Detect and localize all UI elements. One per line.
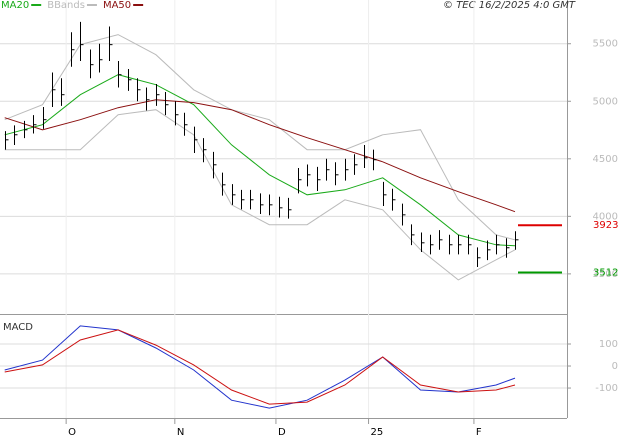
- y-tick-label: 5500: [593, 39, 618, 50]
- y-tick-label: 0: [612, 361, 618, 372]
- y-tick-label: 4000: [593, 211, 618, 222]
- band-lower-line: [4, 109, 516, 281]
- legend-label: BBands: [47, 0, 85, 11]
- source: © TEC 16/2/2025 4:0 GMT: [443, 0, 576, 11]
- x-tick-label: N: [177, 427, 184, 438]
- y-tick-label: -100: [595, 383, 618, 394]
- legend-label: MA50: [103, 0, 131, 11]
- legend-label: MA20: [1, 0, 29, 11]
- level-label: 3923: [593, 220, 618, 231]
- macd-line: [4, 325, 516, 409]
- y-tick-label: 5000: [593, 96, 618, 107]
- y-tick-label: 100: [599, 339, 618, 350]
- x-tick-label: O: [68, 427, 76, 438]
- panel-title: MACD: [3, 322, 33, 333]
- x-tick-label: D: [278, 427, 286, 438]
- y-tick-label: 3500: [593, 269, 618, 280]
- y-tick-label: 4500: [593, 154, 618, 165]
- moving-average-line: [4, 99, 516, 213]
- moving-average-line: [4, 74, 516, 247]
- level-label: 3512: [593, 267, 618, 278]
- macd-line: [4, 329, 516, 405]
- x-tick-label: F: [476, 427, 482, 438]
- x-tick-label: 25: [371, 427, 384, 438]
- band-upper-line: [4, 34, 516, 241]
